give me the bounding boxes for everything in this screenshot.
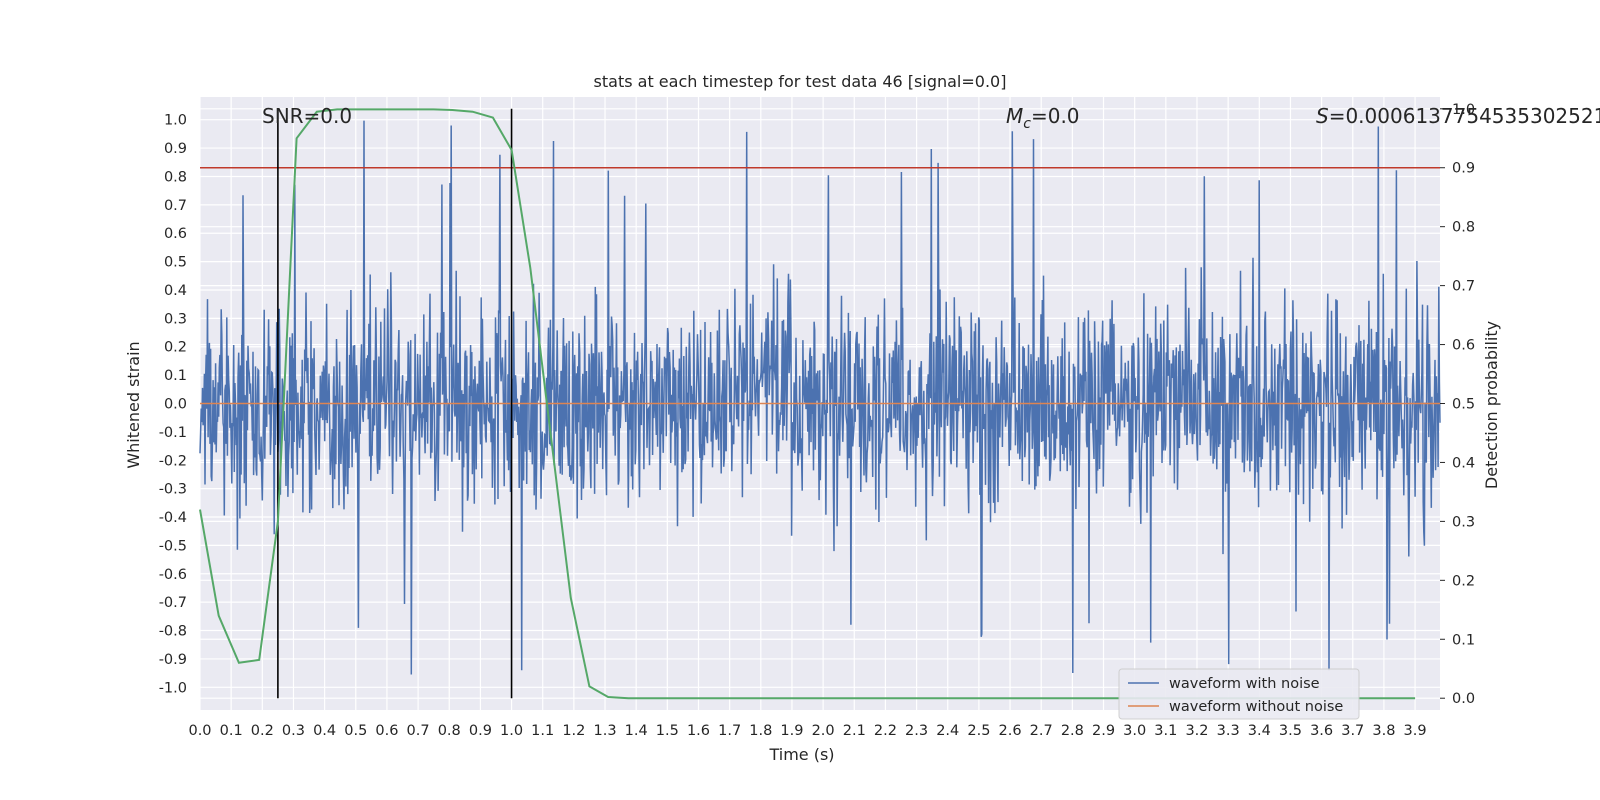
left-y-tick-label: -0.2 bbox=[159, 453, 187, 469]
legend-box bbox=[1118, 668, 1360, 720]
x-tick-label: 2.0 bbox=[812, 723, 835, 739]
y-axis-label-left: Whitened strain bbox=[124, 341, 143, 468]
left-y-tick-label: 0.0 bbox=[164, 397, 187, 413]
x-tick-label: 1.0 bbox=[500, 723, 523, 739]
right-y-tick-label: 0.0 bbox=[1452, 691, 1475, 707]
x-tick-label: 1.5 bbox=[656, 723, 679, 739]
right-y-tick-label: 0.5 bbox=[1452, 397, 1475, 413]
x-tick-label: 3.2 bbox=[1185, 723, 1208, 739]
x-tick-label: 0.1 bbox=[220, 723, 243, 739]
x-tick-label: 1.9 bbox=[780, 723, 803, 739]
x-tick-label: 0.7 bbox=[407, 723, 430, 739]
noise-series bbox=[199, 120, 1441, 675]
x-tick-label: 2.5 bbox=[967, 723, 990, 739]
left-y-tick-label: 0.7 bbox=[164, 198, 187, 214]
x-tick-label: 0.5 bbox=[344, 723, 367, 739]
x-tick-label: 0.8 bbox=[438, 723, 461, 739]
x-tick-label: 1.3 bbox=[593, 723, 616, 739]
x-tick-label: 1.4 bbox=[625, 723, 648, 739]
x-tick-label: 2.8 bbox=[1061, 723, 1084, 739]
left-y-tick-label: 0.9 bbox=[164, 141, 187, 157]
x-tick-label: 3.1 bbox=[1154, 723, 1177, 739]
x-axis-label: Time (s) bbox=[768, 745, 834, 764]
x-tick-label: 2.2 bbox=[874, 723, 897, 739]
x-tick-label: 1.1 bbox=[531, 723, 554, 739]
x-tick-label: 3.7 bbox=[1341, 723, 1364, 739]
x-tick-label: 2.4 bbox=[936, 723, 959, 739]
right-y-tick-label: 0.6 bbox=[1452, 338, 1475, 354]
x-tick-label: 0.6 bbox=[375, 723, 398, 739]
x-axis-ticks: 0.0 0.1 0.2 0.3 0.4 0.5 0.6 0.7 0.8 0.9 1.0 1.1 1.2 1… bbox=[188, 723, 1426, 739]
series-detection-probability bbox=[199, 108, 1416, 700]
left-y-tick-label: 0.6 bbox=[164, 226, 187, 242]
x-tick-label: 1.6 bbox=[687, 723, 710, 739]
right-y-tick-label: 0.2 bbox=[1452, 573, 1475, 589]
left-y-tick-label: -0.8 bbox=[159, 624, 187, 640]
left-y-tick-label: 0.5 bbox=[164, 255, 187, 271]
snr-annotation: SNR=0.0 bbox=[262, 104, 352, 128]
series-lines bbox=[199, 108, 1440, 700]
legend: waveform with noise waveform without noi… bbox=[1118, 668, 1360, 720]
left-y-tick-label: 0.4 bbox=[164, 283, 187, 299]
x-tick-label: 1.7 bbox=[718, 723, 741, 739]
series-waveform-with-noise bbox=[199, 120, 1441, 675]
legend-label-noisy: waveform with noise bbox=[1169, 676, 1320, 692]
x-tick-label: 2.6 bbox=[999, 723, 1022, 739]
x-tick-label: 0.2 bbox=[251, 723, 274, 739]
left-y-tick-label: 0.8 bbox=[164, 169, 187, 185]
x-tick-label: 1.8 bbox=[749, 723, 772, 739]
chirp-mass-value: =0.0 bbox=[1031, 104, 1080, 128]
x-tick-label: 3.4 bbox=[1248, 723, 1271, 739]
chart-title: stats at each timestep for test data 46 … bbox=[594, 72, 1007, 91]
x-tick-label: 3.6 bbox=[1310, 723, 1333, 739]
y-axis-label-right: Detection probability bbox=[1482, 321, 1501, 489]
left-y-tick-label: 0.1 bbox=[164, 368, 187, 384]
left-y-axis-ticks: 1.0 0.9 0.8 0.7 0.6 0.5 0.4 0.3 0.2 0.1 0.0 -0.1 -0.… bbox=[159, 113, 187, 697]
left-y-tick-label: -0.1 bbox=[159, 425, 187, 441]
left-y-tick-label: -0.6 bbox=[159, 567, 187, 583]
left-y-tick-label: 1.0 bbox=[164, 113, 187, 129]
x-tick-label: 1.2 bbox=[562, 723, 585, 739]
score-symbol: S bbox=[1316, 104, 1329, 128]
x-tick-label: 3.5 bbox=[1279, 723, 1302, 739]
left-y-tick-label: 0.2 bbox=[164, 340, 187, 356]
left-y-tick-label: -0.9 bbox=[159, 652, 187, 668]
x-tick-label: 3.8 bbox=[1372, 723, 1395, 739]
x-tick-label: 0.9 bbox=[469, 723, 492, 739]
x-tick-label: 2.9 bbox=[1092, 723, 1115, 739]
right-y-tick-label: 0.7 bbox=[1452, 279, 1475, 295]
left-y-tick-label: 0.3 bbox=[164, 311, 187, 327]
chirp-mass-subscript: c bbox=[1023, 116, 1031, 132]
chirp-mass-symbol: M bbox=[1006, 104, 1023, 128]
score-annotation: S=0.0006137754535302521 bbox=[1316, 104, 1600, 128]
right-y-tick-label: 0.1 bbox=[1452, 632, 1475, 648]
right-y-tick-label: 0.3 bbox=[1452, 514, 1475, 530]
x-tick-label: 0.4 bbox=[313, 723, 336, 739]
x-tick-label: 2.3 bbox=[905, 723, 928, 739]
x-tick-label: 2.7 bbox=[1030, 723, 1053, 739]
left-y-tick-label: -0.3 bbox=[159, 482, 187, 498]
chirp-mass-annotation: Mc=0.0 bbox=[1006, 104, 1080, 132]
x-tick-label: 0.0 bbox=[188, 723, 211, 739]
score-value: =0.0006137754535302521 bbox=[1329, 104, 1600, 128]
x-tick-label: 2.1 bbox=[843, 723, 866, 739]
right-y-tick-label: 0.9 bbox=[1452, 161, 1475, 177]
left-y-tick-label: -0.5 bbox=[159, 538, 187, 554]
legend-label-clean: waveform without noise bbox=[1169, 699, 1343, 715]
right-y-tick-label: 1.0 bbox=[1452, 102, 1475, 118]
x-tick-label: 3.9 bbox=[1404, 723, 1427, 739]
right-y-tick-label: 0.8 bbox=[1452, 220, 1475, 236]
left-y-tick-label: -1.0 bbox=[159, 680, 187, 696]
x-tick-label: 3.3 bbox=[1217, 723, 1240, 739]
x-tick-label: 0.3 bbox=[282, 723, 305, 739]
right-y-tick-label: 0.4 bbox=[1452, 455, 1475, 471]
x-tick-label: 3.0 bbox=[1123, 723, 1146, 739]
left-y-tick-label: -0.7 bbox=[159, 595, 187, 611]
right-y-axis-ticks: 1.0 0.9 0.8 0.7 0.6 0.5 0.4 0.3 0.2 0.1 0.0 bbox=[1440, 102, 1475, 707]
left-y-tick-label: -0.4 bbox=[159, 510, 187, 526]
